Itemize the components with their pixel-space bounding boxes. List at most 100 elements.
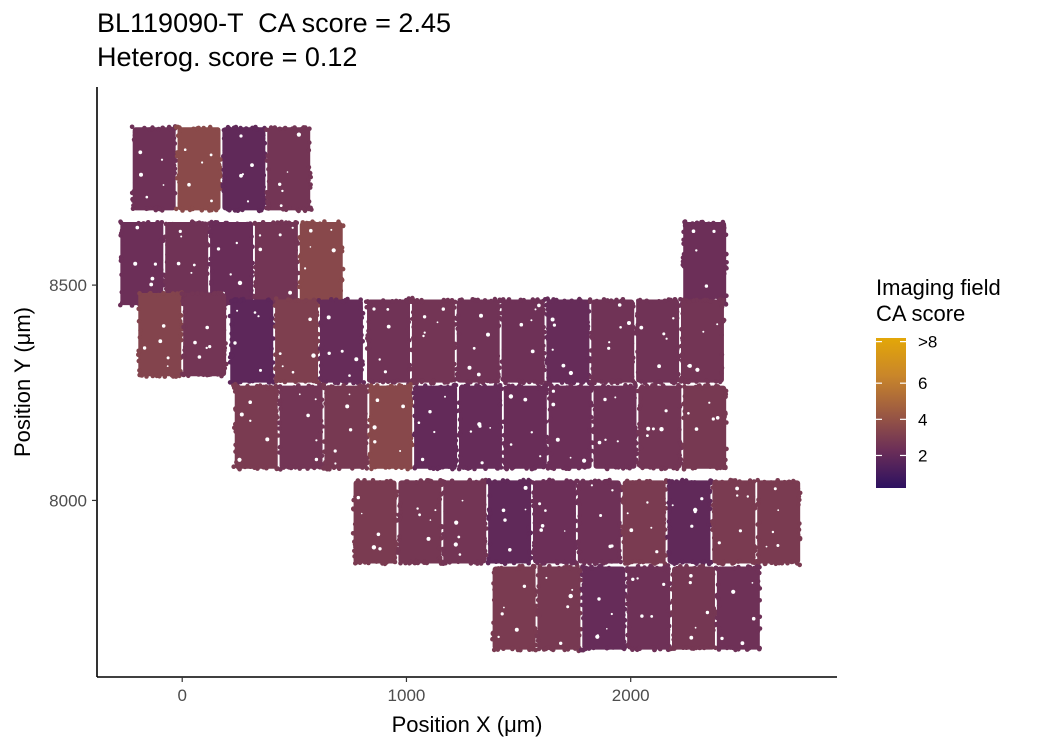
cell-point xyxy=(486,478,492,483)
cell-point xyxy=(252,220,258,226)
cell-point xyxy=(501,347,507,352)
field-fill xyxy=(267,127,311,211)
cell-point xyxy=(163,278,168,284)
gap-point xyxy=(705,610,710,615)
cell-point xyxy=(362,478,367,483)
cell-point xyxy=(495,353,501,359)
cell-point xyxy=(293,247,299,253)
gap-point xyxy=(340,349,344,353)
cell-point xyxy=(156,372,162,378)
cell-point xyxy=(365,299,370,304)
cell-point xyxy=(180,206,186,211)
gap-point xyxy=(551,402,556,407)
cell-point xyxy=(533,642,539,648)
cell-point xyxy=(306,148,312,153)
cell-point xyxy=(449,298,455,303)
gap-point xyxy=(428,410,432,414)
gap-point xyxy=(765,545,768,548)
cell-point xyxy=(710,527,715,533)
cell-point xyxy=(336,385,342,391)
cell-point xyxy=(666,600,672,606)
cell-point xyxy=(393,385,398,390)
imaging-field-27 xyxy=(367,382,415,472)
cell-point xyxy=(437,497,443,502)
gap-point xyxy=(651,427,655,431)
cell-point xyxy=(694,561,699,567)
cell-point xyxy=(706,522,711,527)
cell-point xyxy=(217,186,223,192)
cell-point xyxy=(369,466,374,472)
gap-point xyxy=(538,502,542,506)
cell-point xyxy=(314,340,319,345)
cell-point xyxy=(253,124,258,130)
cell-point xyxy=(230,353,235,359)
cell-point xyxy=(700,219,705,225)
cell-point xyxy=(588,457,594,463)
cell-point xyxy=(755,477,760,483)
cell-point xyxy=(541,464,546,470)
cell-point xyxy=(208,223,213,228)
cell-point xyxy=(588,375,594,380)
cell-point xyxy=(590,366,595,372)
cell-point xyxy=(531,503,536,509)
cell-point xyxy=(296,384,302,390)
cell-point xyxy=(544,390,549,396)
cell-point xyxy=(575,489,581,494)
cell-point xyxy=(501,450,506,455)
cell-point xyxy=(730,645,735,651)
cell-point xyxy=(218,290,224,296)
cell-point xyxy=(543,302,549,308)
cell-point xyxy=(686,299,692,305)
cell-point xyxy=(577,611,582,616)
cell-point xyxy=(409,366,415,372)
gap-point xyxy=(178,229,182,233)
cell-point xyxy=(573,518,579,524)
cell-point xyxy=(223,220,228,226)
cell-point xyxy=(119,272,124,278)
cell-point xyxy=(532,520,538,526)
cell-point xyxy=(629,341,635,346)
cell-point xyxy=(383,465,388,470)
cell-point xyxy=(501,372,507,378)
cell-point xyxy=(408,559,414,565)
cell-point xyxy=(509,466,515,471)
cell-point xyxy=(681,443,686,448)
cell-point xyxy=(491,570,497,575)
imaging-field-28 xyxy=(411,382,460,472)
cell-point xyxy=(681,264,687,269)
gap-point xyxy=(582,458,587,463)
gap-point xyxy=(348,393,351,396)
cell-point xyxy=(393,465,399,471)
cell-point xyxy=(690,222,696,227)
cell-point xyxy=(195,290,200,296)
cell-point xyxy=(157,206,162,212)
cell-point xyxy=(712,464,717,469)
cell-point xyxy=(408,402,414,407)
cell-point xyxy=(542,457,547,463)
cell-point xyxy=(666,500,671,505)
cell-point xyxy=(277,444,283,450)
cell-point xyxy=(515,647,521,653)
cell-point xyxy=(531,490,536,495)
field-fill xyxy=(503,385,547,469)
cell-point xyxy=(625,385,631,390)
cell-point xyxy=(576,465,582,471)
cell-point xyxy=(172,190,178,196)
gap-point xyxy=(497,635,500,639)
cell-point xyxy=(137,291,142,296)
cell-point xyxy=(367,417,373,423)
gap-point xyxy=(544,509,547,512)
cell-point xyxy=(298,258,304,263)
gap-point xyxy=(237,457,242,462)
cell-point xyxy=(604,645,610,651)
cell-point xyxy=(578,577,584,583)
gap-point xyxy=(298,393,301,396)
cell-point xyxy=(504,299,510,304)
cell-point xyxy=(503,442,509,447)
field-fill xyxy=(593,385,637,469)
cell-point xyxy=(312,465,317,471)
cell-point xyxy=(483,466,488,472)
gap-point xyxy=(689,574,693,578)
cell-point xyxy=(581,626,587,632)
cell-point xyxy=(265,199,270,204)
